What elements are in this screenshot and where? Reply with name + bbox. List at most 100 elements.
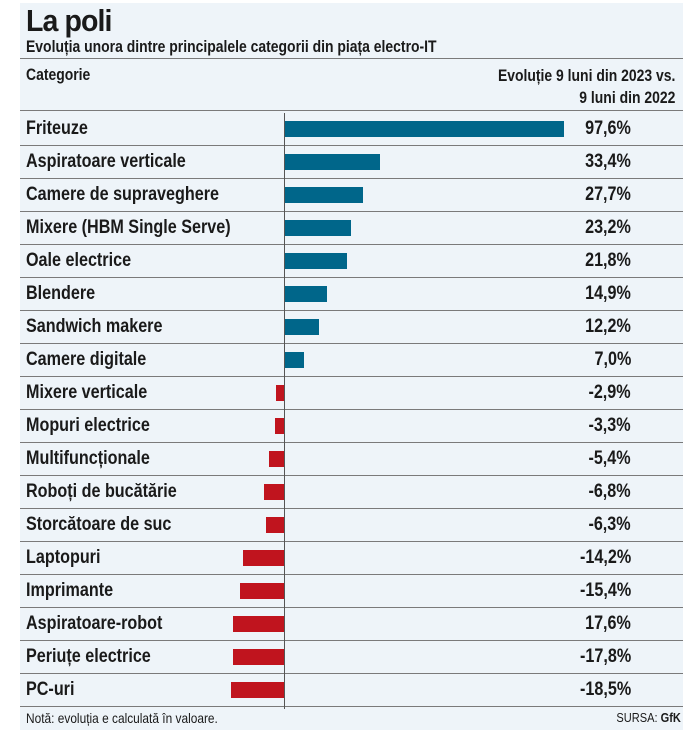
category-label: Multifuncționale [26, 448, 150, 469]
chart-row: Friteuze 97,6% [20, 113, 683, 146]
bar-negative [243, 550, 284, 566]
value-label: 7,0% [594, 349, 631, 370]
bar-positive [284, 253, 347, 269]
chart-row: Roboți de bucătărie -6,8% [20, 476, 683, 509]
chart-row: PC-uri -18,5% [20, 674, 683, 707]
value-label: -14,2% [579, 547, 631, 568]
category-label: PC-uri [26, 679, 75, 700]
category-label: Sandwich makere [26, 316, 163, 337]
bar-positive [284, 154, 380, 170]
chart-row: Sandwich makere 12,2% [20, 311, 683, 344]
row-divider [20, 640, 683, 641]
footnote: Notă: evoluția e calculată în valoare. [26, 710, 218, 726]
row-divider [20, 475, 683, 476]
bar-negative [275, 385, 284, 401]
category-label: Periuțe electrice [26, 646, 151, 667]
value-label: -3,3% [588, 415, 631, 436]
category-label: Storcătoare de suc [26, 514, 172, 535]
value-label: -6,8% [588, 481, 631, 502]
chart-row: Laptopuri -14,2% [20, 542, 683, 575]
value-label: -5,4% [588, 448, 631, 469]
value-label: -2,9% [588, 382, 631, 403]
column-header-evolution-line2: 9 luni din 2022 [578, 88, 675, 107]
row-divider [20, 178, 683, 179]
value-label: 27,7% [585, 184, 631, 205]
chart-row: Camere de supraveghere 27,7% [20, 179, 683, 212]
row-divider [20, 310, 683, 311]
category-label: Camere digitale [26, 349, 147, 370]
chart-subtitle: Evoluția unora dintre principalele categ… [26, 37, 437, 56]
chart-row: Multifuncționale -5,4% [20, 443, 683, 476]
chart-row: Periuțe electrice -17,8% [20, 641, 683, 674]
column-header-evolution-line1: Evoluție 9 luni din 2023 vs. [497, 66, 675, 85]
bar-positive [284, 187, 364, 203]
category-label: Friteuze [26, 118, 88, 139]
chart-row: Aspiratoare verticale 33,4% [20, 146, 683, 179]
bar-negative [268, 451, 284, 467]
row-divider [20, 706, 683, 707]
row-divider [20, 343, 683, 344]
value-label: 14,9% [585, 283, 631, 304]
chart-panel: La poli Evoluția unora dintre principale… [20, 3, 683, 730]
column-header-category: Categorie [26, 65, 91, 84]
category-label: Imprimante [26, 580, 114, 601]
bar-positive [284, 319, 319, 335]
bar-positive [284, 121, 565, 137]
value-label: 17,6% [585, 613, 631, 634]
bar-negative [265, 517, 284, 533]
category-label: Roboți de bucătărie [26, 481, 177, 502]
category-label: Aspiratoare verticale [26, 151, 186, 172]
category-label: Laptopuri [26, 547, 101, 568]
bar-negative [274, 418, 284, 434]
row-divider [20, 145, 683, 146]
bar-negative [239, 583, 284, 599]
bar-positive [284, 286, 327, 302]
category-label: Mopuri electrice [26, 415, 150, 436]
bar-positive [284, 220, 351, 236]
category-label: Oale electrice [26, 250, 132, 271]
value-label: 12,2% [585, 316, 631, 337]
row-divider [20, 541, 683, 542]
category-label: Mixere (HBM Single Serve) [26, 217, 231, 238]
row-divider [20, 508, 683, 509]
chart-row: Oale electrice 21,8% [20, 245, 683, 278]
row-divider [20, 409, 683, 410]
divider [20, 58, 683, 59]
category-label: Aspiratoare-robot [26, 613, 163, 634]
bar-negative [264, 484, 284, 500]
value-label: 33,4% [585, 151, 631, 172]
bar-negative [233, 616, 284, 632]
row-divider [20, 376, 683, 377]
chart-row: Mixere (HBM Single Serve) 23,2% [20, 212, 683, 245]
row-divider [20, 442, 683, 443]
row-divider [20, 574, 683, 575]
source-prefix: SURSA: [616, 710, 658, 725]
divider [20, 110, 683, 111]
column-header-evolution: Evoluție 9 luni din 2023 vs. 9 luni din … [498, 65, 675, 109]
category-label: Camere de supraveghere [26, 184, 220, 205]
zero-axis-line [284, 113, 285, 709]
row-divider [20, 211, 683, 212]
chart-row: Mopuri electrice -3,3% [20, 410, 683, 443]
source-credit: SURSA: GfK [617, 710, 681, 725]
chart-row: Imprimante -15,4% [20, 575, 683, 608]
category-label: Mixere verticale [26, 382, 148, 403]
row-divider [20, 244, 683, 245]
value-label: -6,3% [588, 514, 631, 535]
value-label: 21,8% [585, 250, 631, 271]
value-label: -17,8% [579, 646, 631, 667]
value-label: -18,5% [579, 679, 631, 700]
category-label: Blendere [26, 283, 96, 304]
bar-negative [232, 649, 284, 665]
chart-row: Camere digitale 7,0% [20, 344, 683, 377]
value-label: 23,2% [585, 217, 631, 238]
chart-row: Mixere verticale -2,9% [20, 377, 683, 410]
chart-row: Blendere 14,9% [20, 278, 683, 311]
row-divider [20, 607, 683, 608]
value-label: 97,6% [585, 118, 631, 139]
chart-title: La poli [26, 3, 112, 38]
chart-row: Storcătoare de suc -6,3% [20, 509, 683, 542]
bar-positive [284, 352, 305, 368]
value-label: -15,4% [579, 580, 631, 601]
chart-row: Aspiratoare-robot 17,6% [20, 608, 683, 641]
